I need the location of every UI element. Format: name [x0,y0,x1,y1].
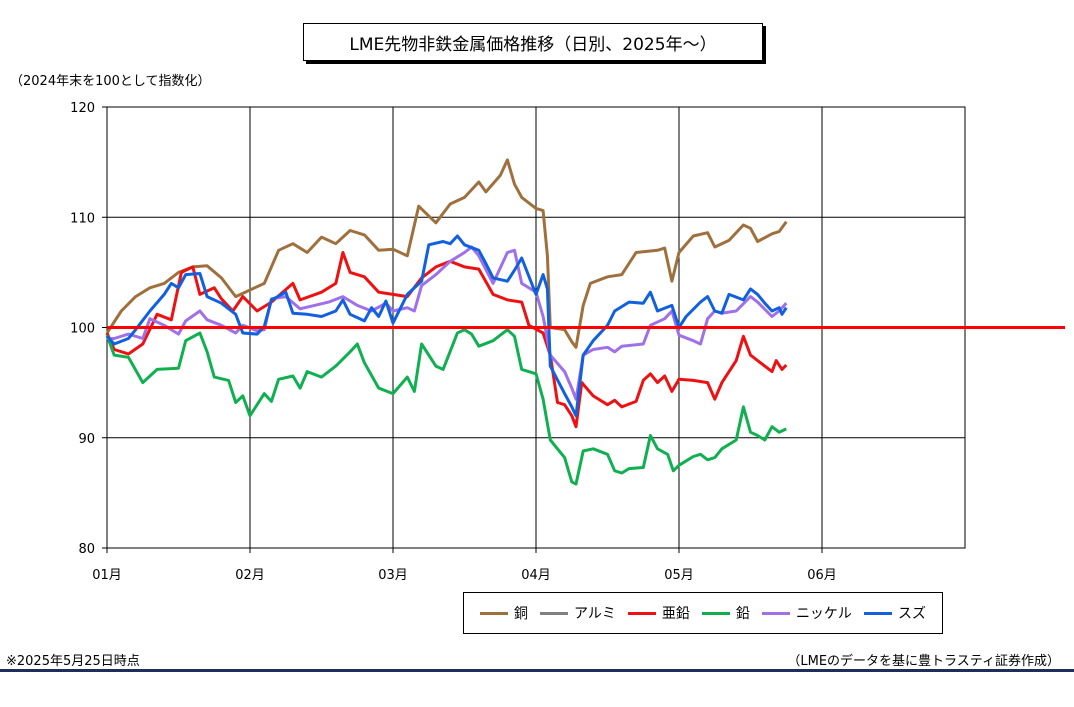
footnote-source: （LMEのデータを基に豊トラスティ証券作成） [787,654,1060,669]
series-line [105,251,788,429]
y-tick-label: 100 [70,322,95,337]
x-tick-labels: 01月 02月 03月 04月 05月 06月 [92,568,837,583]
x-tick-label: 04月 [521,568,551,583]
legend-swatch [761,611,790,615]
y-axis-note: （2024年末を100として指数化） [10,74,211,89]
legend-swatch [627,611,656,615]
legend-label: 銅 [514,606,528,622]
legend-swatch [540,611,569,615]
chart-title: LME先物非鉄金属価格推移（日別、2025年～） [303,23,763,61]
series-lines [105,158,788,486]
x-tick-label: 01月 [92,568,122,583]
legend-item: ニッケル [761,603,852,623]
legend: 銅 アルミ 亜鉛 鉛 ニッケル スズ [463,592,943,634]
legend-label: スズ [897,606,926,622]
y-tick-label: 80 [78,542,95,557]
x-tick-label: 05月 [664,568,694,583]
y-tick-labels: 80 90 100 110 120 [70,101,95,557]
legend-item: スズ [863,603,926,623]
legend-swatch [480,611,508,615]
y-tick-label: 110 [70,211,95,226]
legend-item: 銅 [480,603,528,623]
y-tick-label: 90 [78,432,95,447]
x-tick-label: 02月 [235,568,265,583]
series-line [107,245,788,401]
y-tick-label: 120 [70,101,95,116]
series-line [105,328,787,486]
legend-item: アルミ [540,603,616,623]
legend-label: アルミ [574,606,616,622]
legend-item: 鉛 [701,603,750,623]
legend-swatch [701,611,730,615]
legend-item: 亜鉛 [627,603,690,623]
legend-label: ニッケル [795,606,852,622]
legend-label: 鉛 [735,606,750,622]
series-line [105,234,788,418]
footnote-date: ※2025年5月25日時点 [6,654,140,669]
series-line [105,158,788,349]
legend-swatch [863,611,892,615]
x-tick-label: 03月 [378,568,408,583]
bottom-rule [0,669,1074,672]
x-tick-label: 06月 [807,568,837,583]
legend-label: 亜鉛 [661,606,690,622]
